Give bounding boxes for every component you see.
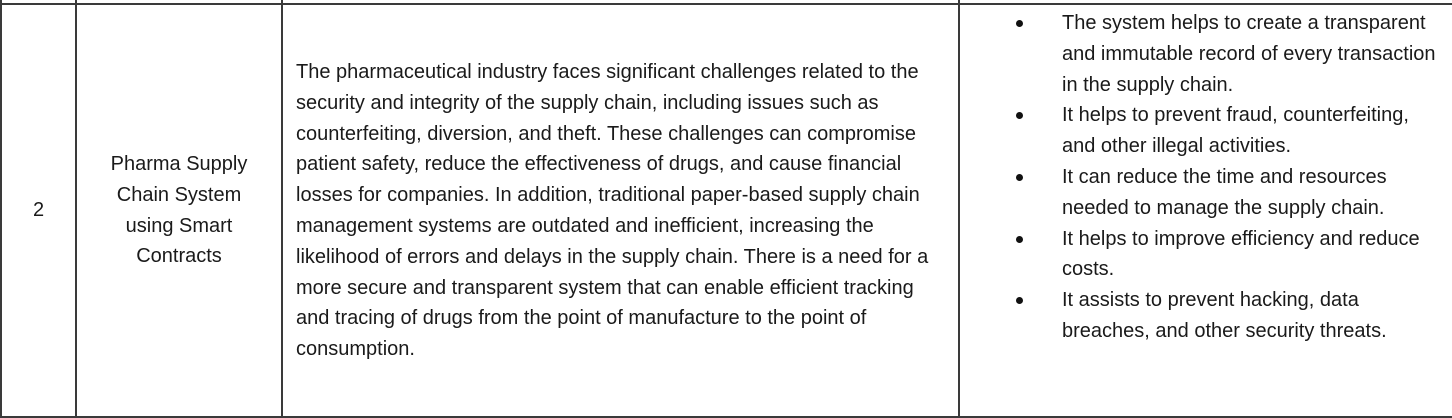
row-number: 2 [32, 199, 45, 222]
project-title-cell: Pharma Supply Chain System using Smart C… [77, 5, 281, 416]
benefit-item: The system helps to create a transparent… [960, 8, 1452, 100]
benefits-list: The system helps to create a transparent… [960, 8, 1452, 347]
bullet-icon [1016, 173, 1023, 181]
benefit-text: The system helps to create a transparent… [1062, 12, 1436, 96]
benefit-text: It helps to prevent fraud, counterfeitin… [1062, 104, 1409, 158]
benefit-text: It helps to improve efficiency and reduc… [1062, 227, 1420, 281]
problem-description-cell: The pharmaceutical industry faces signif… [283, 5, 958, 416]
benefit-item: It helps to improve efficiency and reduc… [960, 224, 1452, 286]
column-border-2 [281, 0, 283, 418]
table-row-top-border [0, 3, 1452, 5]
bullet-icon [1016, 20, 1023, 27]
column-border-1 [75, 0, 77, 418]
column-border-3 [958, 0, 960, 418]
bullet-icon [1016, 235, 1023, 243]
bullet-icon [1016, 112, 1023, 120]
bullet-icon [1016, 297, 1023, 305]
problem-description: The pharmaceutical industry faces signif… [296, 61, 929, 361]
column-border-left [0, 0, 2, 418]
benefit-item: It assists to prevent hacking, data brea… [960, 285, 1452, 347]
row-number-cell: 2 [2, 5, 75, 416]
benefit-text: It can reduce the time and resources nee… [1062, 165, 1387, 219]
benefit-item: It can reduce the time and resources nee… [960, 162, 1452, 224]
benefits-cell: The system helps to create a transparent… [960, 0, 1452, 418]
table-row-bottom-border [0, 416, 1452, 418]
benefit-item: It helps to prevent fraud, counterfeitin… [960, 100, 1452, 162]
project-title: Pharma Supply Chain System using Smart C… [110, 152, 248, 268]
benefit-text: It assists to prevent hacking, data brea… [1062, 289, 1387, 342]
